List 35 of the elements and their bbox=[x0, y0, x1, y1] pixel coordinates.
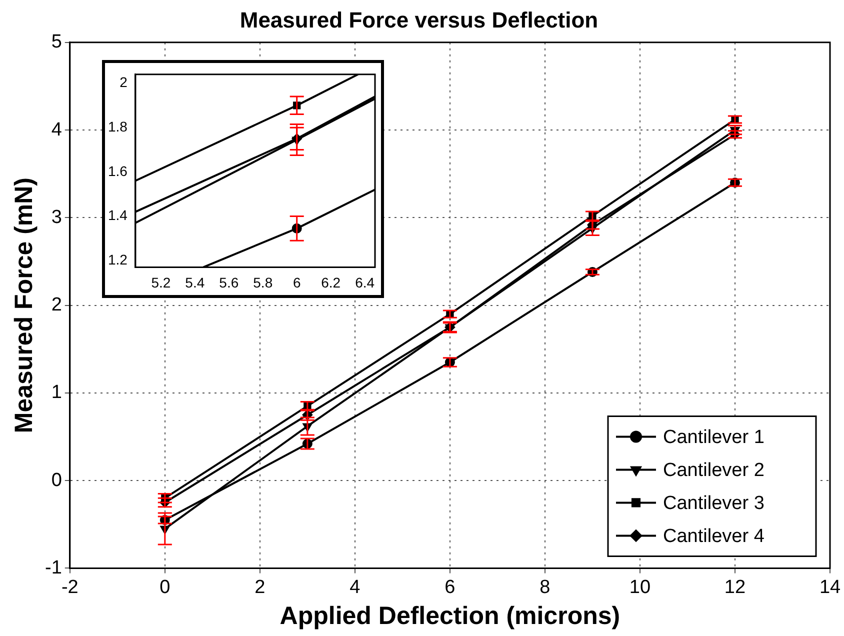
legend-label: Cantilever 4 bbox=[663, 526, 765, 547]
y-tick-label: 2 bbox=[51, 294, 62, 316]
x-tick-label: 4 bbox=[350, 576, 361, 598]
y-axis-title: Measured Force (mN) bbox=[10, 177, 38, 434]
legend-label: Cantilever 1 bbox=[663, 426, 764, 448]
y-tick-label: 5 bbox=[51, 32, 62, 53]
x-tick-label: 5.2 bbox=[151, 274, 171, 290]
x-tick-label: 8 bbox=[540, 576, 550, 598]
x-tick-label: 6.4 bbox=[355, 274, 375, 290]
x-tick-label: 5.6 bbox=[219, 274, 239, 290]
x-axis-title: Applied Deflection (microns) bbox=[280, 602, 620, 630]
y-tick-label: 1.4 bbox=[108, 207, 128, 224]
y-tick-label: 3 bbox=[51, 206, 62, 228]
y-tick-label: 4 bbox=[51, 119, 62, 140]
x-tick-label: 6 bbox=[292, 274, 301, 290]
y-tick-label: 0 bbox=[51, 470, 62, 491]
x-tick-label: 14 bbox=[819, 576, 841, 598]
x-tick-label: 10 bbox=[629, 576, 651, 598]
x-tick-label: 2 bbox=[254, 576, 266, 598]
legend-label: Cantilever 2 bbox=[663, 460, 764, 481]
y-tick-label: 2 bbox=[120, 74, 128, 90]
y-tick-label: 1 bbox=[51, 382, 62, 404]
x-tick-label: 6.2 bbox=[321, 274, 341, 290]
y-tick-label: 1.8 bbox=[108, 118, 128, 134]
x-tick-label: 5.8 bbox=[253, 274, 273, 290]
y-tick-label: -1 bbox=[44, 557, 62, 578]
x-tick-label: 0 bbox=[160, 576, 170, 598]
y-tick-label: 1.6 bbox=[108, 162, 128, 179]
x-tick-label: 12 bbox=[724, 576, 746, 598]
x-tick-label: 6 bbox=[444, 576, 456, 598]
legend-label: Cantilever 3 bbox=[663, 492, 764, 514]
y-tick-label: 1.2 bbox=[108, 251, 128, 268]
chart-title: Measured Force versus Deflection bbox=[240, 7, 598, 32]
x-tick-label: -2 bbox=[61, 576, 78, 598]
x-tick-label: 5.4 bbox=[185, 274, 205, 290]
